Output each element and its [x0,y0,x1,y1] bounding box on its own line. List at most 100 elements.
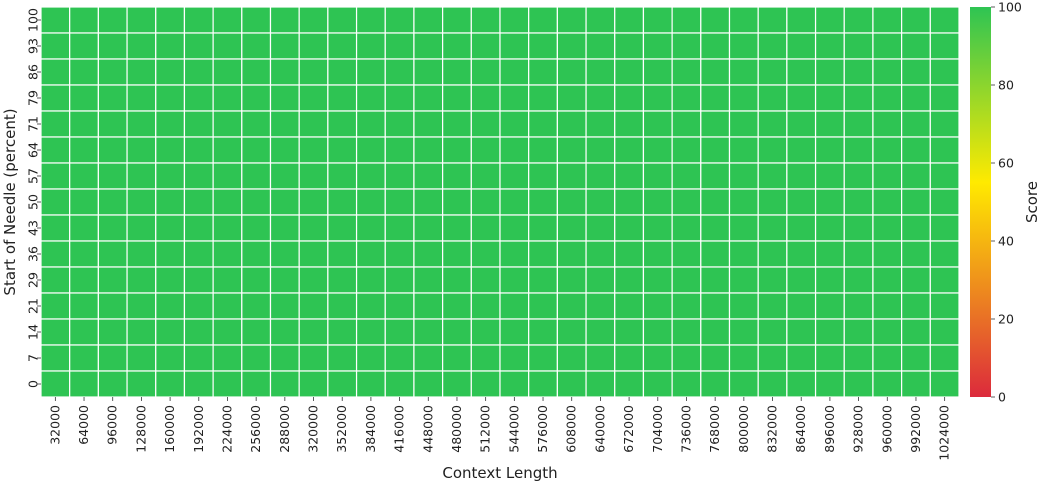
heatmap-cell [241,214,272,242]
heatmap-cell [872,344,903,372]
heatmap-cell [499,266,530,294]
heatmap-cell [442,32,472,60]
heatmap-cell [843,266,874,294]
heatmap-cell [97,58,128,86]
heatmap-cell [728,370,759,398]
heatmap-cell [814,6,845,34]
heatmap-cell [700,344,731,372]
heatmap-cell [671,136,702,164]
heatmap-cell [614,84,645,112]
heatmap-cell [327,136,358,164]
heatmap-cell [355,188,386,216]
heatmap-cell [528,370,558,398]
heatmap-cell [212,214,243,242]
heatmap-cell [327,370,358,398]
heatmap-cell [728,188,759,216]
heatmap-cell [69,292,99,320]
heatmap-cell [901,266,931,294]
heatmap-cell [97,32,128,60]
heatmap-cell [929,214,960,242]
y-axis-ticks: 100 93 86 79 71 64 57 50 43 36 29 21 14 7 0 [26,8,41,388]
heatmap-cell [728,84,759,112]
heatmap-cell [241,292,272,320]
heatmap-cell [901,84,931,112]
x-tick-label: 896000 [822,405,837,453]
heatmap-cell [556,6,587,34]
heatmap-cell [528,292,558,320]
heatmap-cell [442,6,472,34]
heatmap-cell [556,110,587,138]
heatmap-cell [384,240,415,268]
heatmap-cell [241,6,272,34]
heatmap-cell [442,240,472,268]
x-tick-label: 192000 [191,405,206,453]
heatmap-cell [814,214,845,242]
x-tick-label: 576000 [535,405,550,453]
heatmap-cell [327,266,358,294]
heatmap-cell [442,344,472,372]
colorbar-tick-label: 80 [998,78,1014,93]
heatmap-cell [413,84,444,112]
heatmap-cell [97,344,128,372]
heatmap-cell [585,6,616,34]
heatmap-cell [843,58,874,86]
heatmap-cell [728,344,759,372]
heatmap-cell [355,162,386,190]
heatmap-cell [327,292,358,320]
heatmap-cell [413,110,444,138]
heatmap-cell [642,32,673,60]
heatmap-cell [155,110,186,138]
heatmap-cell [241,32,272,60]
heatmap-cell [614,214,645,242]
heatmap-cell [40,292,71,320]
heatmap-cell [241,58,272,86]
heatmap-cell [901,136,931,164]
heatmap-cell [155,318,186,346]
heatmap-cell [241,84,272,112]
heatmap-cell [700,266,731,294]
y-tick-label: 36 [26,246,41,262]
x-tick-label: 416000 [392,405,407,453]
heatmap-cell [470,266,501,294]
heatmap-cell [126,344,157,372]
heatmap-cell [298,110,329,138]
heatmap-cell [327,58,358,86]
heatmap-cell [901,188,931,216]
heatmap-cell [728,110,759,138]
heatmap-cell [327,162,358,190]
heatmap-cell [671,6,702,34]
heatmap-cell [843,6,874,34]
heatmap-cell [556,292,587,320]
heatmap-cell [642,292,673,320]
heatmap-cell [97,240,128,268]
heatmap-cell [183,58,214,86]
heatmap-cell [499,84,530,112]
heatmap-cell [700,370,731,398]
heatmap-cell [241,266,272,294]
heatmap-cell [901,370,931,398]
heatmap-cell [499,292,530,320]
heatmap-cell [212,32,243,60]
heatmap-cell [126,84,157,112]
heatmap-cell [40,266,71,294]
heatmap-cell [499,370,530,398]
heatmap-cell [97,292,128,320]
heatmap-cell [528,266,558,294]
heatmap-cell [155,344,186,372]
heatmap-cell [728,162,759,190]
heatmap-cell [442,84,472,112]
heatmap-cell [183,370,214,398]
colorbar-tick-label: 20 [998,312,1014,327]
heatmap-cell [528,240,558,268]
x-tick-label: 288000 [277,405,292,453]
heatmap-cell [499,318,530,346]
heatmap-cell [470,318,501,346]
heatmap-cell [241,370,272,398]
heatmap-cell [585,292,616,320]
heatmap-cell [155,370,186,398]
heatmap-cell [40,240,71,268]
heatmap-cell [40,162,71,190]
heatmap-cell [212,162,243,190]
heatmap-cell [872,110,903,138]
heatmap-cell [183,318,214,346]
